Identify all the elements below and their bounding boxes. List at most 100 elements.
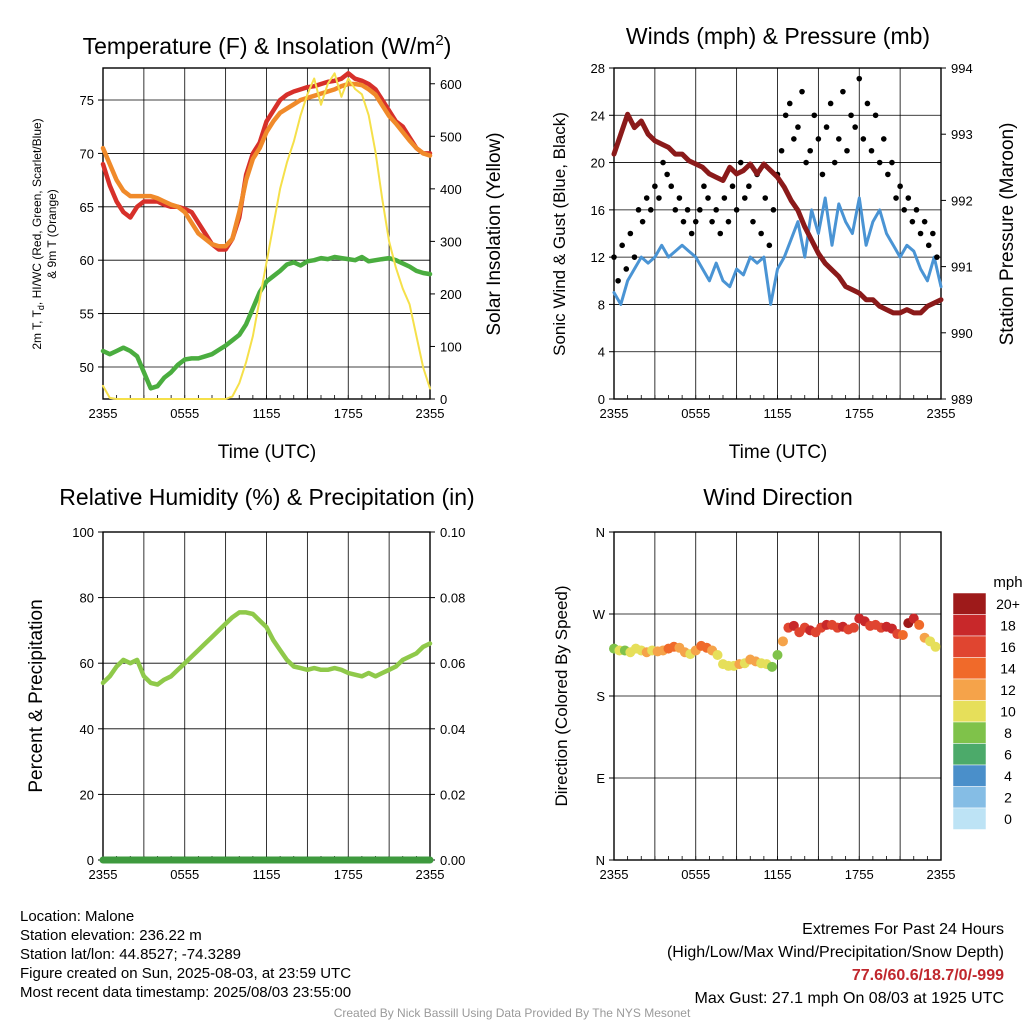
gust-point xyxy=(795,124,801,130)
winds-xlabel: Time (UTC) xyxy=(729,442,828,463)
legend-swatch xyxy=(952,678,987,701)
gust-point xyxy=(660,159,666,166)
gust-point xyxy=(619,242,625,249)
gust-point xyxy=(664,171,670,178)
gust-point xyxy=(717,230,724,237)
legend-label: 10 xyxy=(1000,704,1016,720)
max-gust: Max Gust: 27.1 mph On 08/03 at 1925 UTC xyxy=(694,990,1005,1007)
y-right-tick-label: 0.10 xyxy=(440,525,465,540)
rh-line xyxy=(100,610,433,687)
gust-point xyxy=(672,207,679,213)
gust-point xyxy=(746,183,752,190)
legend-swatch xyxy=(952,764,987,787)
y-tick-label: 0 xyxy=(598,392,605,407)
legend-label: 2 xyxy=(1004,790,1012,806)
gust-point xyxy=(615,277,621,284)
gust-point xyxy=(856,75,863,82)
x-tick-label: 1155 xyxy=(253,406,281,421)
direction-point xyxy=(930,641,941,652)
gust-point xyxy=(692,218,699,225)
gust-point xyxy=(803,159,809,166)
station-latlon: Station lat/lon: 44.8527; -74.3289 xyxy=(20,946,242,963)
legend-swatch xyxy=(952,592,987,615)
y-tick-label: 20 xyxy=(591,156,605,171)
gust-point xyxy=(852,124,858,130)
y-right-tick-label: 0.04 xyxy=(440,722,465,737)
x-tick-label: 1755 xyxy=(845,867,874,882)
x-tick-label: 2355 xyxy=(600,867,629,882)
y-right-tick-label: 0 xyxy=(440,392,447,407)
legend-label: 4 xyxy=(1004,768,1012,784)
direction-point xyxy=(767,661,778,672)
y-right-tick-label: 990 xyxy=(951,326,973,341)
gust-point xyxy=(742,195,748,201)
gust-point xyxy=(656,195,662,201)
gust-point xyxy=(701,183,707,190)
temp-ylabel-left-2: & 9m T (Orange) xyxy=(45,189,59,279)
gust-point xyxy=(934,254,940,260)
temp-ylabel-right: Solar Insolation (Yellow) xyxy=(484,132,505,335)
extremes-info: Extremes For Past 24 Hours (High/Low/Max… xyxy=(667,918,1004,1010)
gust-point xyxy=(680,218,687,225)
gust-point xyxy=(786,100,793,107)
x-tick-label: 2355 xyxy=(89,867,118,882)
x-tick-label: 2355 xyxy=(927,406,956,421)
y-tick-label: 80 xyxy=(80,591,94,606)
temp-title: Temperature (F) & Insolation (W/m2) xyxy=(83,32,452,59)
y-tick-label: N xyxy=(596,853,605,868)
speed-legend: 20+ 18 16 14 12 10 8 6 4 2 0 xyxy=(952,592,1020,830)
plot-border xyxy=(102,67,431,400)
y-tick-label: 12 xyxy=(591,250,605,265)
gust-point xyxy=(807,147,813,154)
gust-point xyxy=(921,218,928,225)
credit-line: Created By Nick Bassill Using Data Provi… xyxy=(333,1006,691,1020)
gust-point xyxy=(799,88,805,95)
gust-point xyxy=(876,159,883,166)
pressure-line xyxy=(611,111,944,316)
gust-point xyxy=(697,207,703,213)
figure-created: Figure created on Sun, 2025-08-03, at 23… xyxy=(20,965,352,982)
gust-point xyxy=(652,183,658,190)
gust-point xyxy=(840,88,846,95)
wdir-panel: Wind Direction Direction (Colored By Spe… xyxy=(552,484,1023,807)
y-tick-label: 55 xyxy=(80,307,94,322)
gust-point xyxy=(676,195,683,201)
gust-point xyxy=(885,171,891,178)
y-tick-label: S xyxy=(596,689,605,704)
gust-point xyxy=(782,112,789,119)
temp-2m-line xyxy=(100,71,433,252)
y-right-tick-label: 200 xyxy=(440,287,462,302)
y-tick-label: E xyxy=(596,771,605,786)
temp-ylabel-left: 2m T, Td, HI/WC (Red, Green, Scarlet/Blu… xyxy=(30,118,46,349)
gust-point xyxy=(729,183,736,190)
legend-swatch xyxy=(952,700,987,723)
y-right-tick-label: 994 xyxy=(951,61,973,76)
rh-ylabel-left: Percent & Precipitation xyxy=(26,599,47,792)
gust-point xyxy=(778,147,785,154)
legend-swatch xyxy=(952,743,987,766)
y-tick-label: 75 xyxy=(80,93,94,108)
legend-swatch xyxy=(952,614,987,637)
gust-point xyxy=(791,136,797,142)
gust-point xyxy=(750,218,756,225)
plot-frame-2: 2355 0555 1155 1755 235504812162024289899909… xyxy=(591,61,973,421)
direction-point xyxy=(772,650,783,660)
wdir-ylabel-left: Direction (Colored By Speed) xyxy=(552,585,571,806)
x-tick-label: 0555 xyxy=(170,406,199,421)
gust-point xyxy=(880,136,887,142)
y-tick-label: N xyxy=(596,525,605,540)
legend-swatch xyxy=(952,657,987,680)
extremes-title: Extremes For Past 24 Hours xyxy=(802,921,1004,938)
winds-ylabel-right: Station Pressure (Maroon) xyxy=(997,123,1018,346)
gust-point xyxy=(725,218,732,225)
y-right-tick-label: 600 xyxy=(440,77,462,92)
y-right-tick-label: 0.02 xyxy=(440,787,465,802)
gust-point xyxy=(930,230,936,237)
station-location: Location: Malone xyxy=(20,908,135,925)
gust-point xyxy=(815,136,822,142)
gust-point xyxy=(893,195,899,201)
gust-point xyxy=(611,254,617,260)
plot-frame-1: 2355 0555 1155 1755 2355 50 55 60 65 70 75 0 100 200 3… xyxy=(80,67,462,421)
y-right-tick-label: 300 xyxy=(440,234,462,249)
